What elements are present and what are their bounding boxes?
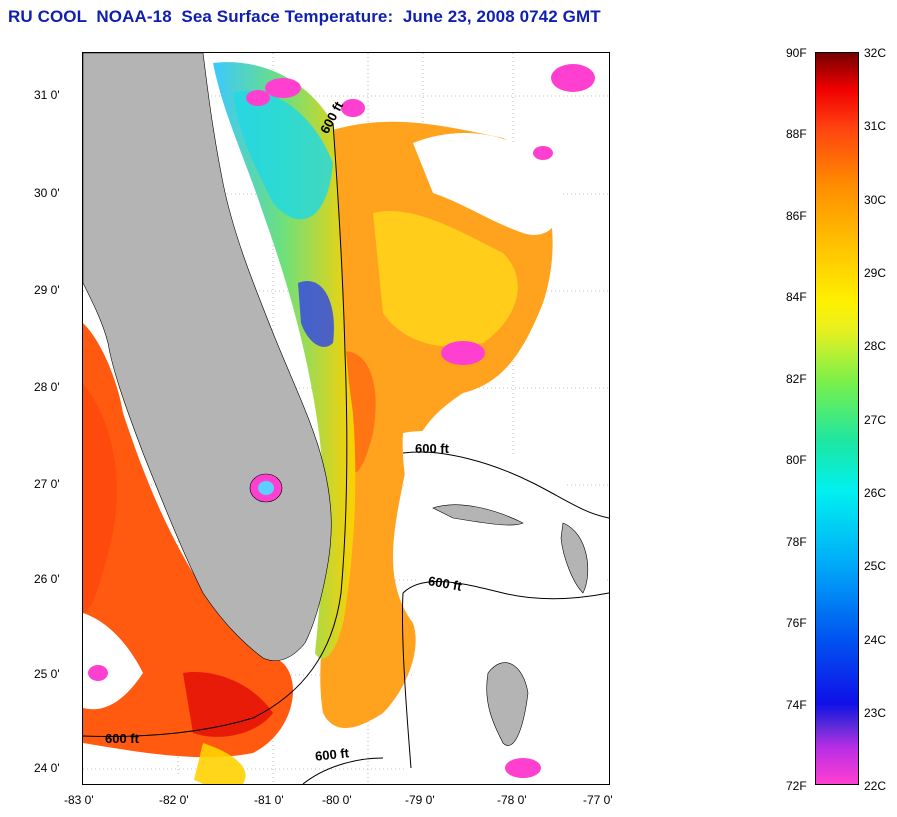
colorbar-c-label: 29C — [864, 266, 887, 280]
colorbar-c-label: 32C — [864, 46, 887, 60]
cold-patches — [88, 64, 595, 778]
colorbar-c-label: 26C — [864, 486, 887, 500]
colorbar-c-label: 27C — [864, 413, 887, 427]
sst-map: 600 ft 600 ft 600 ft 600 ft 600 ft — [82, 52, 610, 785]
colorbar-c-label: 30C — [864, 193, 887, 207]
lon-label: -82 0' — [159, 793, 189, 807]
lat-label: 24 0' — [34, 761, 60, 775]
colorbar-f-label: 76F — [786, 616, 807, 630]
colorbar-c-label: 31C — [864, 119, 887, 133]
lat-label: 27 0' — [34, 477, 60, 491]
colorbar-f-label: 74F — [786, 698, 807, 712]
lon-label: -78 0' — [497, 793, 527, 807]
colorbar-f-label: 72F — [786, 779, 807, 793]
isobath-label: 600 ft — [415, 441, 449, 456]
colorbar-f-label: 80F — [786, 453, 807, 467]
isobaths — [83, 122, 609, 784]
bahamas-land — [432, 504, 524, 526]
colorbar-f-label: 86F — [786, 209, 807, 223]
cloud-mask — [413, 133, 562, 235]
isobath-label: 600 ft — [105, 731, 139, 746]
lon-label: -83 0' — [64, 793, 94, 807]
lon-label: -80 0' — [322, 793, 352, 807]
lat-label: 25 0' — [34, 667, 60, 681]
colorbar-c-label: 28C — [864, 339, 887, 353]
colorbar-f-label: 88F — [786, 127, 807, 141]
lat-label: 29 0' — [34, 283, 60, 297]
gulf-sst-field — [83, 323, 293, 758]
colorbar-f-label: 82F — [786, 372, 807, 386]
coastal-cool-band — [213, 62, 356, 659]
colorbar-c-label: 22C — [864, 779, 887, 793]
colorbar-c-label: 23C — [864, 706, 887, 720]
lon-label: -77 0' — [583, 793, 613, 807]
lat-label: 28 0' — [34, 380, 60, 394]
lat-label: 31 0' — [34, 88, 60, 102]
florida-land — [83, 53, 332, 662]
lon-label: -81 0' — [254, 793, 284, 807]
lon-label: -79 0' — [405, 793, 435, 807]
colorbar-f-label: 84F — [786, 290, 807, 304]
colorbar-f-label: 90F — [786, 46, 807, 60]
temperature-colorbar — [815, 52, 859, 785]
colorbar-c-label: 25C — [864, 559, 887, 573]
colorbar-c-label: 24C — [864, 633, 887, 647]
lat-label: 30 0' — [34, 186, 60, 200]
colorbar-f-label: 78F — [786, 535, 807, 549]
lat-label: 26 0' — [34, 572, 60, 586]
map-title: RU COOL NOAA-18 Sea Surface Temperature:… — [8, 7, 601, 26]
